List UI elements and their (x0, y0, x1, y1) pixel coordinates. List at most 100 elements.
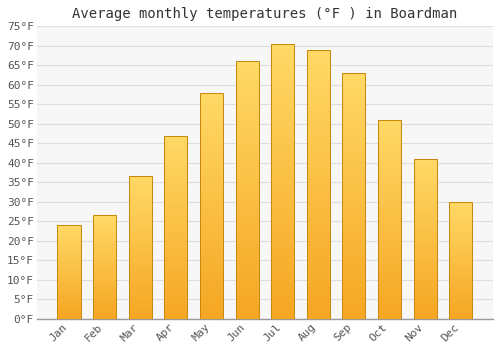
Bar (271, 124, 294, 126)
Bar (378, 152, 401, 154)
Bar (164, 224, 188, 225)
Bar (164, 214, 188, 216)
Bar (306, 209, 330, 211)
Bar (93, 295, 116, 296)
Bar (200, 267, 223, 269)
Bar (236, 224, 258, 226)
Bar (414, 314, 436, 316)
Bar (93, 255, 116, 256)
Bar (449, 265, 472, 266)
Bar (200, 176, 223, 178)
Bar (200, 142, 223, 145)
Bar (342, 191, 365, 194)
Bar (200, 246, 223, 249)
Bar (378, 222, 401, 223)
Bar (128, 313, 152, 315)
Bar (271, 63, 294, 66)
Bar (58, 293, 80, 294)
Bar (164, 255, 188, 257)
Bar (306, 79, 330, 82)
Bar (449, 236, 472, 237)
Bar (378, 301, 401, 303)
Bar (378, 305, 401, 307)
Bar (306, 225, 330, 228)
Bar (378, 170, 401, 172)
Bar (128, 300, 152, 302)
Bar (164, 289, 188, 292)
Bar (342, 294, 365, 297)
Bar (449, 237, 472, 238)
Bar (271, 93, 294, 96)
Bar (164, 216, 188, 218)
Bar (58, 305, 80, 306)
Bar (164, 167, 188, 169)
Bar (342, 157, 365, 159)
Bar (93, 291, 116, 292)
Bar (58, 259, 80, 260)
Bar (449, 212, 472, 214)
Bar (164, 159, 188, 161)
Bar (128, 260, 152, 262)
Bar (58, 318, 80, 319)
Bar (306, 241, 330, 244)
Bar (271, 151, 294, 154)
Bar (128, 224, 152, 225)
Bar (128, 232, 152, 233)
Bar (306, 52, 330, 55)
Bar (128, 272, 152, 273)
Bar (342, 149, 365, 152)
Bar (271, 77, 294, 79)
Bar (128, 309, 152, 310)
Bar (306, 155, 330, 158)
Bar (342, 196, 365, 198)
Bar (342, 147, 365, 149)
Bar (271, 245, 294, 247)
Bar (236, 193, 258, 195)
Bar (164, 174, 188, 176)
Bar (58, 279, 80, 280)
Bar (93, 251, 116, 252)
Bar (128, 226, 152, 228)
Bar (236, 139, 258, 141)
Bar (306, 69, 330, 71)
Bar (200, 161, 223, 163)
Bar (236, 126, 258, 128)
Bar (93, 303, 116, 304)
Bar (342, 240, 365, 243)
Bar (58, 264, 80, 265)
Bar (236, 175, 258, 177)
Bar (93, 265, 116, 266)
Bar (271, 280, 294, 283)
Bar (342, 280, 365, 282)
Bar (236, 278, 258, 280)
Bar (342, 159, 365, 162)
Bar (378, 122, 401, 124)
Bar (449, 217, 472, 218)
Bar (128, 273, 152, 275)
Bar (342, 262, 365, 265)
Bar (378, 172, 401, 174)
Bar (378, 293, 401, 295)
Bar (414, 210, 436, 212)
Bar (236, 177, 258, 180)
Bar (164, 253, 188, 255)
Bar (449, 287, 472, 288)
Bar (449, 211, 472, 212)
Bar (306, 289, 330, 292)
Bar (200, 133, 223, 135)
Bar (58, 290, 80, 291)
Bar (306, 211, 330, 214)
Bar (449, 241, 472, 243)
Bar (306, 236, 330, 238)
Bar (449, 202, 472, 319)
Bar (306, 203, 330, 206)
Bar (378, 313, 401, 315)
Bar (200, 97, 223, 99)
Bar (271, 184, 294, 187)
Bar (449, 305, 472, 306)
Bar (164, 152, 188, 154)
Bar (164, 236, 188, 238)
Bar (236, 241, 258, 244)
Bar (378, 215, 401, 217)
Bar (236, 154, 258, 157)
